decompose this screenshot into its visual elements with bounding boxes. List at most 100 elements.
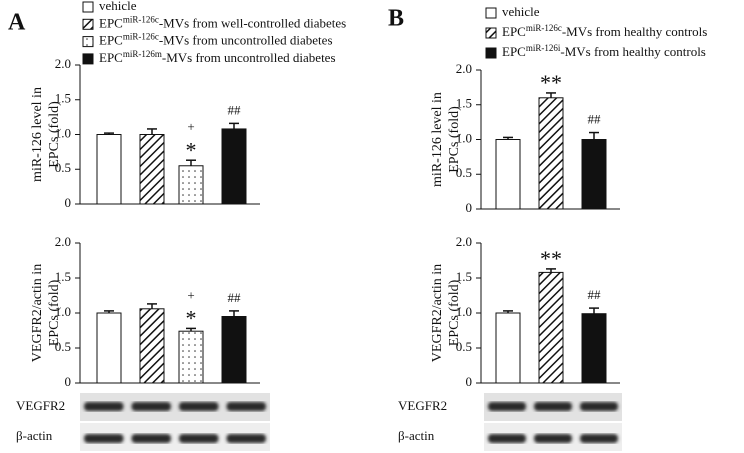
blot-band xyxy=(534,402,572,411)
legend-label: EPCmiR-126i-MVs from healthy controls xyxy=(502,43,706,59)
legend-text: EPC xyxy=(502,44,526,59)
legend-text: miR-126c xyxy=(526,23,562,33)
bar xyxy=(581,139,607,210)
bar xyxy=(178,330,204,384)
blot-label: β-actin xyxy=(16,428,53,443)
significance-mark: ** xyxy=(540,70,562,95)
blot-label: VEGFR2 xyxy=(398,398,447,413)
y-tick-label: 1.5 xyxy=(456,96,472,111)
blot-band xyxy=(226,434,266,443)
bar xyxy=(96,134,122,205)
blot-band xyxy=(179,434,219,443)
y-tick-label: 1.5 xyxy=(55,269,71,284)
legend-swatch xyxy=(485,27,497,39)
blot-label: β-actin xyxy=(398,428,435,443)
bar xyxy=(139,134,165,205)
blot-band xyxy=(488,434,526,443)
legend-text: -MVs from well-controlled diabetes xyxy=(159,15,346,30)
y-tick-label: 0.5 xyxy=(456,339,472,354)
y-tick-label: 0 xyxy=(466,374,473,389)
blot-band xyxy=(131,402,171,411)
significance-mark: ** xyxy=(540,246,562,271)
y-tick-label: 2.0 xyxy=(55,56,71,71)
blot-band xyxy=(534,434,572,443)
significance-mark: ## xyxy=(228,102,242,117)
y-tick-label: 0 xyxy=(65,195,72,210)
bar xyxy=(96,312,122,384)
blot-band xyxy=(84,402,124,411)
y-axis-label: VEGFR2/actin in xyxy=(30,264,45,362)
y-tick-label: 1.5 xyxy=(55,91,71,106)
significance-mark: + xyxy=(187,119,194,134)
bar xyxy=(221,316,247,384)
y-tick-label: 0.5 xyxy=(456,165,472,180)
legend-text: EPC xyxy=(99,50,123,65)
blot-band xyxy=(488,402,526,411)
legend-text: -MVs from uncontrolled diabetes xyxy=(162,50,336,65)
bar xyxy=(221,128,247,205)
blot-label: VEGFR2 xyxy=(16,398,65,413)
significance-mark: * xyxy=(186,137,197,162)
bar xyxy=(538,97,564,210)
bar xyxy=(495,312,521,384)
legend-label: EPCmiR-126m-MVs from uncontrolled diabet… xyxy=(99,49,336,65)
y-tick-label: 1.0 xyxy=(456,130,472,145)
legend-label: EPCmiR-126c-MVs from healthy controls xyxy=(502,23,707,39)
legend-text: -MVs from uncontrolled diabetes xyxy=(159,33,333,48)
panel-label: B xyxy=(388,6,404,32)
y-tick-label: 0 xyxy=(65,374,72,389)
bar xyxy=(581,313,607,384)
blot-band xyxy=(580,434,618,443)
blot-band xyxy=(131,434,171,443)
legend-text: EPC xyxy=(99,33,123,48)
legend-label: vehicle xyxy=(502,4,540,19)
blot-band xyxy=(226,402,266,411)
y-tick-label: 1.5 xyxy=(456,269,472,284)
bar xyxy=(538,271,564,384)
legend-text: EPC xyxy=(502,24,526,39)
y-tick-label: 0 xyxy=(466,200,473,215)
blot-band xyxy=(580,402,618,411)
bar xyxy=(139,308,165,384)
legend-swatch xyxy=(82,36,94,48)
legend-text: -MVs from healthy controls xyxy=(560,44,706,59)
legend-label: EPCmiR-126c-MVs from uncontrolled diabet… xyxy=(99,32,333,48)
significance-mark: + xyxy=(187,287,194,302)
y-axis-label: EPCs (fold) xyxy=(447,279,462,346)
y-tick-label: 0.5 xyxy=(55,160,71,175)
y-tick-label: 1.0 xyxy=(55,125,71,140)
y-axis-label: EPCs (fold) xyxy=(47,279,62,346)
legend-swatch xyxy=(82,1,94,13)
legend-swatch xyxy=(82,18,94,30)
y-tick-label: 1.0 xyxy=(456,304,472,319)
legend-swatch xyxy=(485,47,497,59)
y-axis-label: miR-126 level in xyxy=(30,87,45,182)
significance-mark: * xyxy=(186,305,197,330)
legend-text: miR-126c xyxy=(123,32,159,42)
y-axis-label: miR-126 level in xyxy=(430,92,445,187)
bar xyxy=(495,139,521,210)
y-tick-label: 2.0 xyxy=(456,234,472,249)
legend-text: vehicle xyxy=(99,0,137,13)
panel-label: A xyxy=(8,10,26,36)
legend-text: miR-126m xyxy=(123,49,162,59)
bar xyxy=(178,165,204,205)
blot-band xyxy=(179,402,219,411)
blot-band xyxy=(84,434,124,443)
y-axis-label: EPCs (fold) xyxy=(47,101,62,168)
y-tick-label: 2.0 xyxy=(456,61,472,76)
legend-swatch xyxy=(82,53,94,65)
y-tick-label: 1.0 xyxy=(55,304,71,319)
legend-text: -MVs from healthy controls xyxy=(562,24,708,39)
y-axis-label: EPCs (fold) xyxy=(447,106,462,173)
legend-text: EPC xyxy=(99,15,123,30)
significance-mark: ## xyxy=(588,112,602,127)
significance-mark: ## xyxy=(588,287,602,302)
significance-mark: ## xyxy=(228,290,242,305)
legend-text: miR-126c xyxy=(123,14,159,24)
legend-swatch xyxy=(485,7,497,19)
y-axis-label: VEGFR2/actin in xyxy=(430,264,445,362)
legend-label: EPCmiR-126c-MVs from well-controlled dia… xyxy=(99,14,346,30)
legend-text: miR-126i xyxy=(526,43,561,53)
legend-label: vehicle xyxy=(99,0,137,13)
